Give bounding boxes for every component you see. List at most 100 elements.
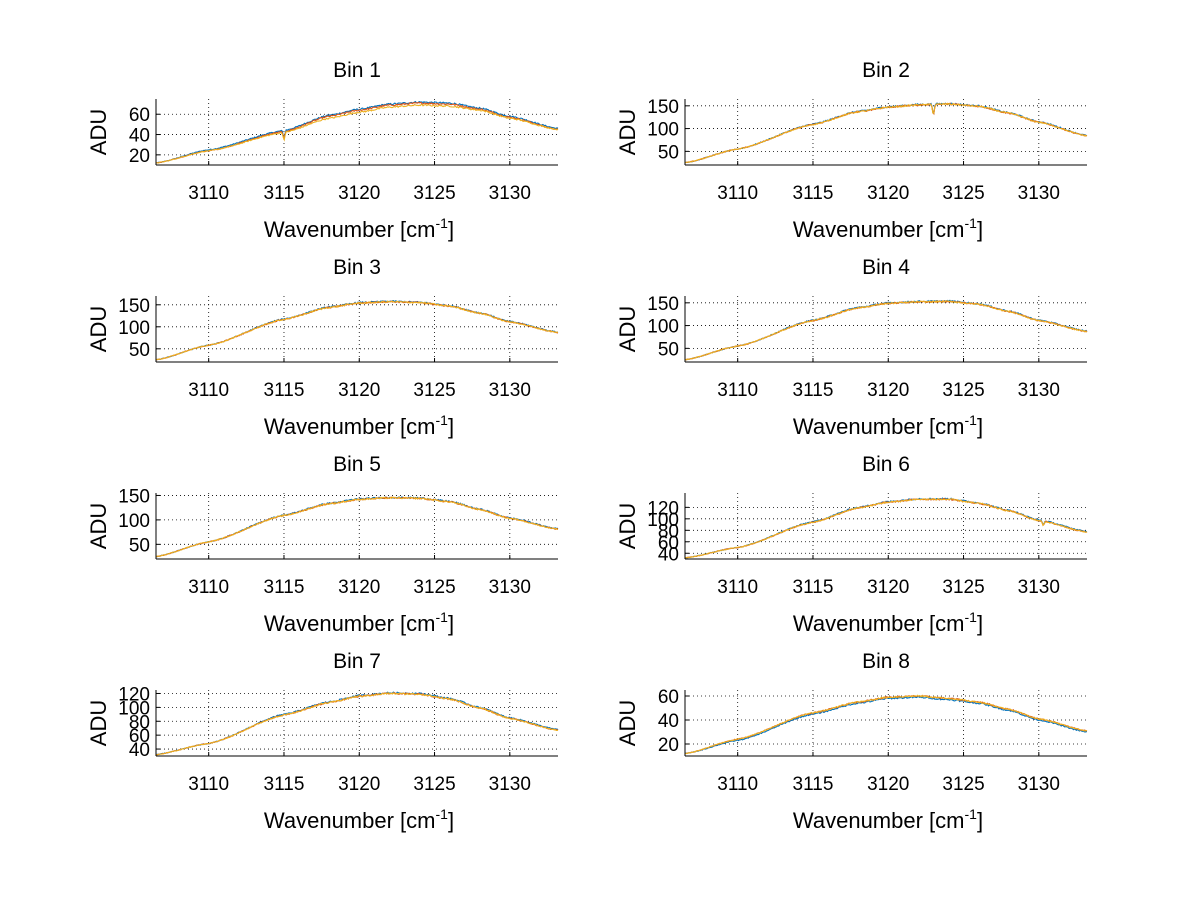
y-tick-label: 50 (658, 339, 679, 360)
y-tick-label: 100 (647, 120, 679, 141)
x-tick-label: 3120 (338, 577, 380, 598)
y-axis-label: ADU (615, 503, 640, 549)
x-tick-label: 3115 (264, 774, 305, 795)
x-axis-label: Wavenumber [cm-1] (793, 215, 983, 242)
panel-title: Bin 6 (862, 453, 910, 476)
plot-area (156, 99, 558, 165)
panel-title: Bin 5 (333, 453, 381, 476)
y-axis-label: ADU (86, 306, 111, 352)
x-tick-label: 3120 (867, 380, 909, 401)
x-axis-label-suffix: ] (448, 808, 454, 833)
y-axis-label: ADU (86, 700, 111, 746)
plot-area (156, 690, 558, 756)
x-tick-label: 3130 (1018, 577, 1060, 598)
y-tick-label: 50 (129, 340, 150, 361)
x-axis-label-prefix: Wavenumber [cm (264, 808, 436, 833)
y-axis-label: ADU (615, 306, 640, 352)
plot-area (685, 296, 1087, 362)
x-tick-label: 3125 (942, 577, 984, 598)
plot-area (156, 296, 558, 362)
x-tick-label: 3130 (489, 380, 531, 401)
x-axis-label-prefix: Wavenumber [cm (793, 808, 965, 833)
panel-title: Bin 8 (862, 650, 910, 673)
panel-title: Bin 2 (862, 59, 910, 82)
y-axis-label: ADU (86, 109, 111, 155)
x-axis-label-prefix: Wavenumber [cm (264, 414, 436, 439)
x-tick-label: 3125 (413, 183, 455, 204)
y-tick-label: 100 (118, 511, 150, 532)
series-line-3 (684, 102, 1088, 163)
x-tick-label: 3110 (717, 380, 758, 401)
y-tick-label: 40 (129, 740, 150, 761)
x-tick-label: 3115 (793, 380, 834, 401)
series-line-3 (684, 497, 1088, 559)
y-tick-label: 60 (129, 105, 150, 126)
x-axis-label: Wavenumber [cm-1] (264, 806, 454, 833)
x-axis-label: Wavenumber [cm-1] (264, 215, 454, 242)
panel-bin-8: 3110 3115 3120 3125 3130 20 40 60 Bin 8 ADU Wavenu… (615, 650, 1088, 833)
plot-area (685, 690, 1087, 756)
x-tick-label: 3120 (867, 183, 909, 204)
x-tick-label: 3115 (264, 577, 305, 598)
x-tick-label: 3125 (942, 380, 984, 401)
y-tick-label: 120 (647, 498, 679, 519)
y-tick-label: 150 (647, 294, 679, 315)
y-tick-label: 120 (118, 684, 150, 705)
plot-area (685, 493, 1087, 559)
x-axis-label-superscript: -1 (436, 806, 449, 822)
x-axis-label-suffix: ] (977, 611, 983, 636)
y-tick-label: 100 (118, 318, 150, 339)
x-axis-label-suffix: ] (977, 414, 983, 439)
y-tick-label: 20 (658, 735, 679, 756)
y-tick-label: 150 (118, 296, 150, 317)
x-tick-label: 3125 (942, 774, 984, 795)
x-tick-label: 3130 (489, 183, 531, 204)
x-tick-label: 3110 (717, 577, 758, 598)
x-axis-label: Wavenumber [cm-1] (264, 412, 454, 439)
y-tick-label: 150 (647, 97, 679, 118)
x-tick-label: 3120 (867, 577, 909, 598)
x-tick-label: 3125 (413, 774, 455, 795)
x-axis-label-suffix: ] (977, 217, 983, 242)
x-axis-label-suffix: ] (448, 611, 454, 636)
x-tick-label: 3130 (1018, 774, 1060, 795)
x-tick-label: 3120 (867, 774, 909, 795)
x-tick-label: 3130 (489, 774, 531, 795)
x-axis-label-superscript: -1 (965, 609, 978, 625)
plot-area (685, 99, 1087, 165)
x-tick-label: 3120 (338, 380, 380, 401)
x-axis-label-suffix: ] (977, 808, 983, 833)
x-tick-label: 3115 (793, 183, 834, 204)
y-tick-label: 100 (647, 317, 679, 338)
x-tick-label: 3115 (264, 183, 305, 204)
y-tick-label: 50 (658, 142, 679, 163)
panel-title: Bin 1 (333, 59, 381, 82)
x-axis-label-prefix: Wavenumber [cm (264, 611, 436, 636)
x-axis-label-prefix: Wavenumber [cm (264, 217, 436, 242)
y-tick-label: 80 (129, 712, 150, 733)
panel-title: Bin 7 (333, 650, 381, 673)
x-axis-label: Wavenumber [cm-1] (793, 806, 983, 833)
x-axis-label-superscript: -1 (436, 609, 449, 625)
y-tick-label: 100 (647, 510, 679, 531)
x-axis-label-prefix: Wavenumber [cm (793, 414, 965, 439)
y-axis-label: ADU (86, 503, 111, 549)
x-tick-label: 3125 (413, 380, 455, 401)
y-tick-label: 20 (129, 146, 150, 167)
x-tick-label: 3130 (1018, 380, 1060, 401)
x-tick-label: 3120 (338, 774, 380, 795)
x-tick-label: 3120 (338, 183, 380, 204)
y-tick-label: 150 (118, 486, 150, 507)
x-tick-label: 3125 (942, 183, 984, 204)
series-line-3 (155, 496, 558, 557)
x-axis-label-suffix: ] (448, 414, 454, 439)
x-tick-label: 3130 (489, 577, 531, 598)
x-tick-label: 3115 (793, 577, 834, 598)
x-tick-label: 3115 (264, 380, 305, 401)
series-line-3 (155, 300, 559, 361)
series-line-3 (155, 692, 559, 756)
x-tick-label: 3130 (1018, 183, 1060, 204)
